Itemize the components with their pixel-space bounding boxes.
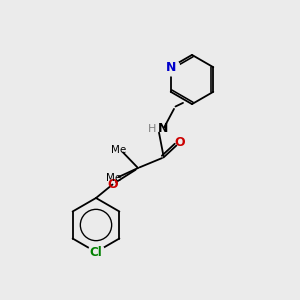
Text: O: O (175, 136, 185, 149)
Text: Me: Me (111, 145, 126, 155)
Text: Me: Me (106, 173, 122, 184)
Text: H: H (148, 124, 156, 134)
Text: N: N (166, 61, 176, 74)
Text: N: N (158, 122, 168, 136)
Text: O: O (107, 178, 118, 191)
Text: Cl: Cl (90, 245, 102, 259)
